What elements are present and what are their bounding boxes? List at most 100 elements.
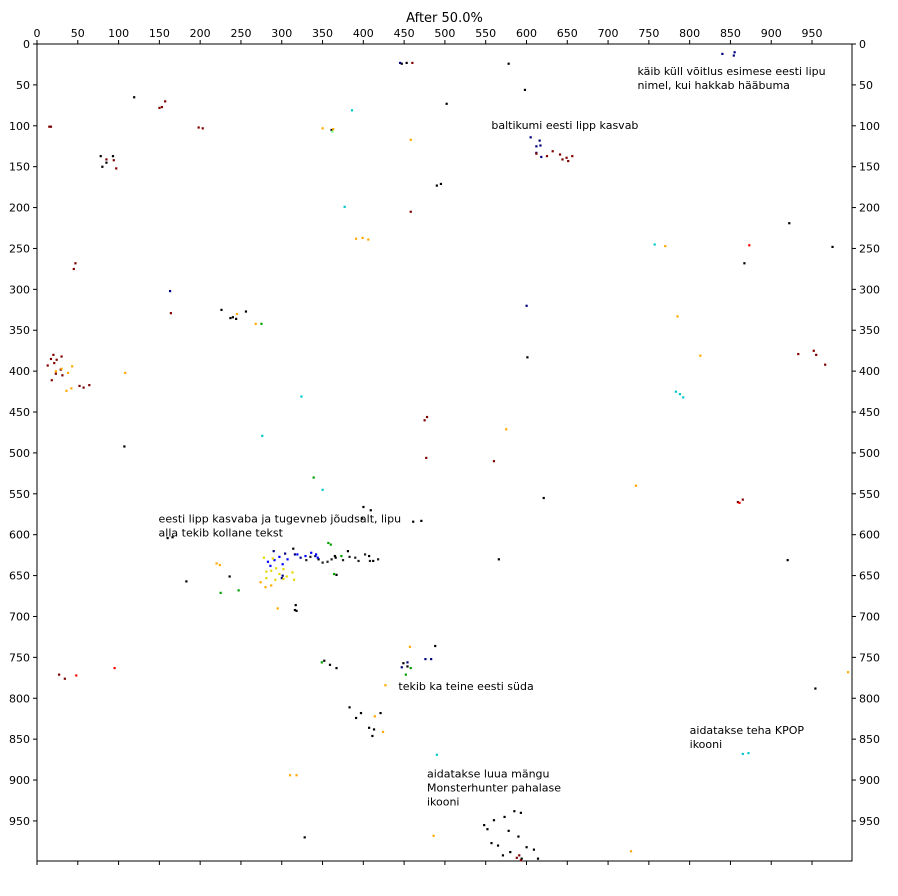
data-point [721, 52, 724, 56]
data-point [228, 575, 231, 578]
data-point [328, 663, 332, 666]
data-point [748, 244, 751, 247]
data-point [629, 850, 633, 853]
data-point [736, 500, 739, 504]
data-point [664, 245, 667, 248]
data-point [824, 363, 827, 366]
data-point [215, 562, 218, 565]
data-point [445, 102, 448, 105]
data-point [408, 645, 412, 648]
data-point [330, 128, 333, 132]
data-point [503, 815, 506, 819]
y-tick-label-right: 850 [859, 733, 880, 746]
data-point [293, 608, 296, 612]
annotation-line: ikooni [427, 796, 460, 809]
data-point [99, 155, 102, 158]
x-tick-label: 950 [802, 27, 823, 40]
data-point [425, 456, 428, 460]
data-point [278, 572, 281, 576]
data-point [815, 353, 818, 356]
data-point [529, 136, 532, 139]
data-point [49, 357, 53, 361]
data-point [82, 386, 85, 389]
data-point [363, 553, 367, 556]
data-point [166, 536, 169, 540]
data-point [270, 584, 273, 587]
data-point [411, 61, 414, 65]
data-point [55, 358, 58, 361]
y-tick-label-left: 250 [9, 242, 30, 255]
data-point [111, 155, 115, 158]
data-point [123, 445, 126, 448]
data-point [314, 554, 317, 558]
plot-area-frame [36, 43, 853, 862]
data-point [373, 715, 376, 718]
y-tick-label-left: 700 [9, 610, 30, 623]
data-point [264, 586, 267, 589]
y-tick-label-left: 600 [9, 529, 30, 542]
data-point [278, 555, 281, 558]
data-point [237, 589, 240, 592]
data-point [518, 854, 521, 857]
data-point [412, 520, 415, 523]
x-tick-label: 150 [149, 27, 170, 40]
data-point [831, 245, 834, 249]
data-point [539, 144, 542, 147]
data-point [405, 61, 408, 65]
data-point [492, 460, 496, 463]
x-tick-label: 100 [108, 27, 129, 40]
data-point [63, 677, 66, 680]
data-point [260, 322, 263, 325]
y-tick-label-left: 200 [9, 202, 30, 215]
data-point [235, 312, 239, 316]
data-point [551, 150, 554, 153]
x-tick-label: 850 [720, 27, 741, 40]
data-point [486, 828, 489, 831]
data-point [409, 210, 412, 213]
y-tick-label-right: 800 [859, 692, 880, 705]
y-tick-label-left: 750 [9, 651, 30, 664]
data-point [400, 666, 403, 669]
data-point [274, 578, 277, 581]
data-point [369, 509, 372, 512]
data-point [270, 569, 273, 572]
data-point [525, 304, 528, 307]
data-point [67, 371, 70, 374]
data-point [321, 488, 324, 491]
y-tick-label-right: 250 [859, 242, 880, 255]
data-point [295, 774, 298, 777]
data-point [492, 819, 496, 822]
y-tick-label-right: 450 [859, 406, 880, 419]
data-point [70, 387, 73, 390]
x-tick-label: 550 [475, 27, 496, 40]
data-point [281, 574, 284, 577]
data-point [265, 577, 268, 580]
data-point [101, 165, 104, 168]
data-point [327, 541, 330, 545]
y-tick-label-left: 300 [9, 283, 30, 296]
data-point [350, 109, 354, 112]
data-point [348, 706, 351, 709]
y-tick-label-left: 350 [9, 324, 30, 337]
x-tick-label: 800 [679, 27, 700, 40]
x-tick-label: 300 [271, 27, 292, 40]
data-point [513, 810, 516, 813]
data-point [52, 353, 55, 356]
data-point [519, 859, 522, 862]
data-point [320, 661, 323, 664]
y-tick-label-right: 600 [859, 529, 880, 542]
annotation-line: käib küll võitlus esimese eesti lipu [637, 65, 825, 78]
data-point [346, 550, 350, 553]
y-tick-label-left: 850 [9, 733, 30, 746]
data-point [741, 752, 744, 756]
data-point [343, 205, 346, 208]
x-tick-label: 200 [190, 27, 211, 40]
data-point [295, 609, 298, 612]
y-tick-label-left: 800 [9, 692, 30, 705]
y-tick-label-left: 650 [9, 570, 30, 583]
data-point [565, 156, 568, 159]
data-point [699, 354, 702, 357]
data-point [218, 563, 221, 567]
data-point [538, 139, 541, 142]
data-point [542, 496, 545, 500]
